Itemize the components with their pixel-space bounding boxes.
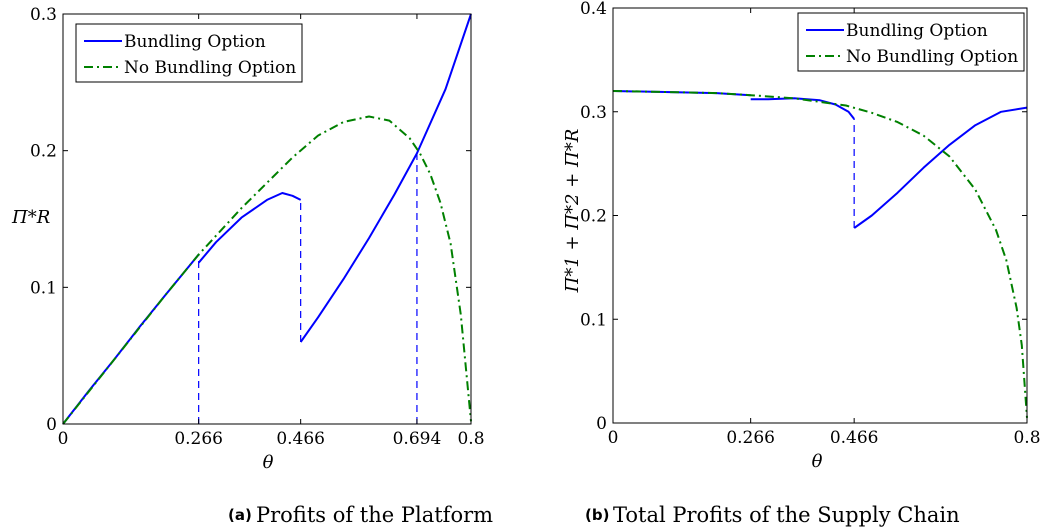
plot-frame [62,13,472,425]
chart-supply-chain-profits: 0 0.266 0.466 0.8 0 0.1 0.2 0.3 0.4 θ Π*1 + Π*2 + … [562,0,1041,527]
y-tick-label: 0.3 [30,5,57,25]
y-tick-label: 0.1 [30,278,57,298]
x-tick-label: 0 [58,429,69,449]
x-tick-label: 0.8 [1013,428,1040,448]
series-line [299,13,472,343]
x-tick-label: 0.266 [174,429,223,449]
x-axis-label: θ [263,452,274,473]
series-line [853,106,1028,229]
y-tick-label: 0 [46,415,57,435]
caption-text: Profits of the Platform [256,503,493,527]
y-axis-label: Π*R [11,207,50,228]
legend-box [797,12,1025,72]
x-tick-label: 0.266 [726,428,775,448]
chart-platform-profits: 0 0.266 0.466 0.694 0.8 0 0.1 0.2 0.3 θ Π*R Bundlin… [11,5,493,527]
series-line [612,90,1028,418]
y-tick-label: 0.4 [580,0,607,19]
caption-tag: (b) [585,506,609,524]
x-tick-label: 0 [608,428,619,448]
x-tick-label: 0.466 [830,428,879,448]
y-tick-label: 0.2 [580,207,607,227]
caption-text: Total Profits of the Supply Chain [613,503,960,527]
y-axis-label: Π*1 + Π*2 + Π*R [562,129,583,294]
y-tick-label: 0.3 [580,103,607,123]
y-tick-label: 0.2 [30,142,57,162]
x-tick-label: 0.694 [393,429,442,449]
series-line [62,115,472,425]
y-tick-label: 0 [596,414,607,434]
x-axis-label: θ [812,451,823,472]
legend-label: Bundling Option [124,32,266,52]
y-tick-label: 0.1 [580,310,607,330]
legend-box [75,23,303,83]
legend-label: Bundling Option [846,21,988,41]
legend-label: No Bundling Option [846,47,1018,67]
x-tick-label: 0.8 [457,429,484,449]
legend-label: No Bundling Option [124,58,296,78]
series-line [750,97,855,120]
series-line [197,192,302,264]
x-tick-label: 0.466 [276,429,325,449]
caption-tag: (a) [228,506,252,524]
